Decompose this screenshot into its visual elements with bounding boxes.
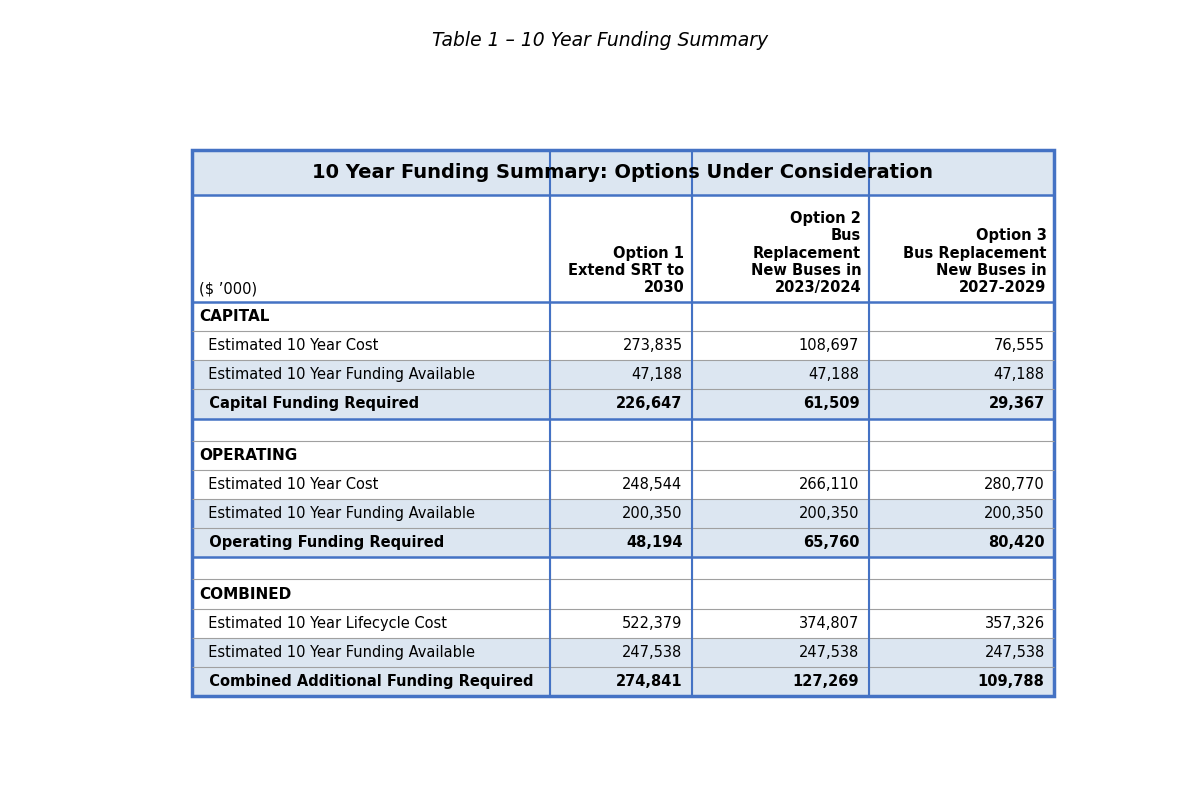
Text: 274,841: 274,841 [616, 674, 683, 689]
Text: 374,807: 374,807 [799, 616, 859, 631]
Text: 76,555: 76,555 [994, 338, 1045, 353]
Text: Option 1
Extend SRT to
2030: Option 1 Extend SRT to 2030 [569, 246, 684, 295]
Text: 10 Year Funding Summary: Options Under Consideration: 10 Year Funding Summary: Options Under C… [312, 163, 934, 182]
Text: 80,420: 80,420 [988, 536, 1045, 550]
Bar [192, 331, 1054, 360]
Text: 226,647: 226,647 [616, 396, 683, 412]
Bar [192, 389, 1054, 418]
Text: 29,367: 29,367 [989, 396, 1045, 412]
Text: Estimated 10 Year Funding Available: Estimated 10 Year Funding Available [199, 645, 475, 660]
Bar [192, 470, 1054, 499]
Bar [192, 608, 1054, 637]
Bar [192, 150, 1054, 195]
Text: 266,110: 266,110 [799, 477, 859, 492]
Text: 127,269: 127,269 [793, 674, 859, 689]
Text: 522,379: 522,379 [622, 616, 683, 631]
Text: 247,538: 247,538 [984, 645, 1045, 660]
Bar [192, 360, 1054, 389]
Text: Table 1 – 10 Year Funding Summary: Table 1 – 10 Year Funding Summary [432, 31, 768, 49]
Text: 247,538: 247,538 [799, 645, 859, 660]
Text: 200,350: 200,350 [984, 506, 1045, 521]
Text: Capital Funding Required: Capital Funding Required [199, 396, 420, 412]
Text: 200,350: 200,350 [622, 506, 683, 521]
Bar [192, 302, 1054, 331]
Text: Estimated 10 Year Funding Available: Estimated 10 Year Funding Available [199, 506, 475, 521]
Text: 47,188: 47,188 [994, 367, 1045, 383]
Text: Estimated 10 Year Cost: Estimated 10 Year Cost [199, 338, 379, 353]
Bar [192, 195, 1054, 302]
Bar [192, 499, 1054, 528]
Text: CAPITAL: CAPITAL [199, 309, 270, 324]
Text: Operating Funding Required: Operating Funding Required [199, 536, 444, 550]
Text: OPERATING: OPERATING [199, 447, 298, 463]
Text: 65,760: 65,760 [803, 536, 859, 550]
Bar [192, 637, 1054, 667]
Bar [192, 557, 1054, 579]
Text: Combined Additional Funding Required: Combined Additional Funding Required [199, 674, 534, 689]
Bar [192, 441, 1054, 470]
Text: 247,538: 247,538 [623, 645, 683, 660]
Text: 47,188: 47,188 [809, 367, 859, 383]
Text: Estimated 10 Year Lifecycle Cost: Estimated 10 Year Lifecycle Cost [199, 616, 448, 631]
Bar [192, 667, 1054, 697]
Text: Estimated 10 Year Funding Available: Estimated 10 Year Funding Available [199, 367, 475, 383]
Text: 273,835: 273,835 [623, 338, 683, 353]
Text: 108,697: 108,697 [799, 338, 859, 353]
Text: ($ ’000): ($ ’000) [199, 282, 258, 297]
Bar [192, 418, 1054, 441]
Text: Option 3
Bus Replacement
New Buses in
2027-2029: Option 3 Bus Replacement New Buses in 20… [904, 228, 1046, 295]
Text: Option 2
Bus
Replacement
New Buses in
2023/2024: Option 2 Bus Replacement New Buses in 20… [750, 211, 862, 295]
Bar [192, 579, 1054, 608]
Text: 248,544: 248,544 [623, 477, 683, 492]
Text: Estimated 10 Year Cost: Estimated 10 Year Cost [199, 477, 379, 492]
Text: 200,350: 200,350 [799, 506, 859, 521]
Text: 357,326: 357,326 [984, 616, 1045, 631]
Text: 280,770: 280,770 [984, 477, 1045, 492]
Bar [192, 528, 1054, 557]
Text: 109,788: 109,788 [978, 674, 1045, 689]
Text: COMBINED: COMBINED [199, 587, 292, 602]
Bar [192, 150, 1054, 697]
Text: 48,194: 48,194 [626, 536, 683, 550]
Text: 61,509: 61,509 [803, 396, 859, 412]
Text: 47,188: 47,188 [631, 367, 683, 383]
